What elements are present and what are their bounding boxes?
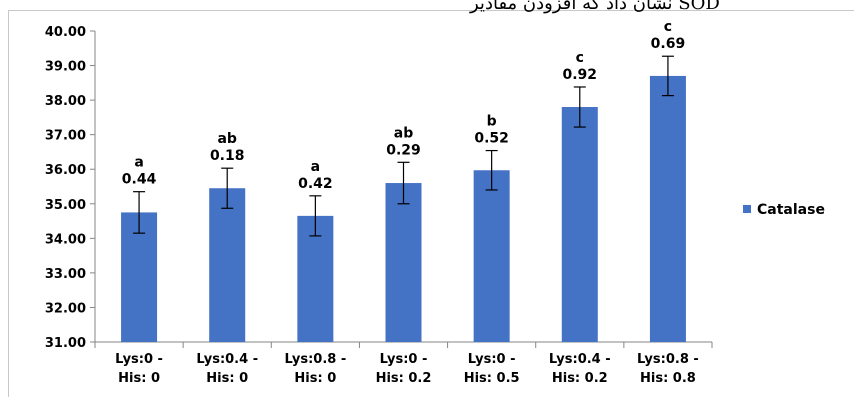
x-category-label: His: 0.8 [640, 371, 696, 386]
y-tick-label: 37.00 [45, 129, 86, 144]
legend-swatch [743, 205, 751, 213]
x-category-label: His: 0 [118, 371, 160, 386]
bar-7 [649, 75, 686, 342]
x-category-label: His: 0 [294, 371, 336, 386]
x-category-label: Lys:0 - [468, 352, 516, 367]
data-label-3: 0.42 [298, 176, 333, 192]
bar-1 [121, 212, 158, 342]
y-tick-label: 32.00 [45, 301, 86, 316]
significance-letter-2: ab [217, 131, 236, 147]
y-tick-label: 40.00 [45, 25, 86, 40]
bar-3 [297, 215, 334, 342]
x-category-label: Lys:0.4 - [196, 352, 258, 367]
bar-4 [385, 183, 422, 342]
y-tick-label: 38.00 [45, 94, 86, 109]
x-category-label: His: 0.2 [376, 371, 432, 386]
data-label-4: 0.29 [386, 142, 421, 158]
significance-letter-1: a [134, 155, 143, 171]
significance-letter-4: ab [394, 125, 413, 141]
x-category-label: Lys:0.8 - [637, 352, 699, 367]
y-tick-label: 36.00 [45, 163, 86, 178]
data-label-7: 0.69 [651, 36, 686, 52]
y-tick-label: 35.00 [45, 198, 86, 213]
legend-label: Catalase [757, 202, 825, 218]
x-category-label: His: 0.2 [552, 371, 608, 386]
data-label-5: 0.52 [474, 131, 509, 147]
data-label-1: 0.44 [122, 172, 157, 188]
clipped-caption-text: SOD نشان داد که افزودن مقادیر [470, 0, 720, 14]
x-category-label: His: 0 [206, 371, 248, 386]
x-category-label: Lys:0.4 - [549, 352, 611, 367]
x-category-label: Lys:0 - [115, 352, 163, 367]
data-label-6: 0.92 [563, 67, 598, 83]
data-label-2: 0.18 [210, 148, 245, 164]
significance-letter-7: c [664, 19, 672, 35]
significance-letter-6: c [576, 50, 584, 66]
x-category-label: Lys:0 - [380, 352, 428, 367]
significance-letter-5: b [487, 114, 497, 130]
y-tick-label: 39.00 [45, 60, 86, 75]
chart-frame [8, 10, 854, 397]
x-category-label: Lys:0.8 - [284, 352, 346, 367]
y-tick-label: 34.00 [45, 232, 86, 247]
x-category-label: His: 0.5 [464, 371, 520, 386]
bar-2 [209, 188, 246, 342]
bar-6 [561, 107, 598, 343]
significance-letter-3: a [311, 159, 320, 175]
y-tick-label: 33.00 [45, 267, 86, 282]
bar-5 [473, 170, 510, 342]
y-tick-label: 31.00 [45, 336, 86, 351]
